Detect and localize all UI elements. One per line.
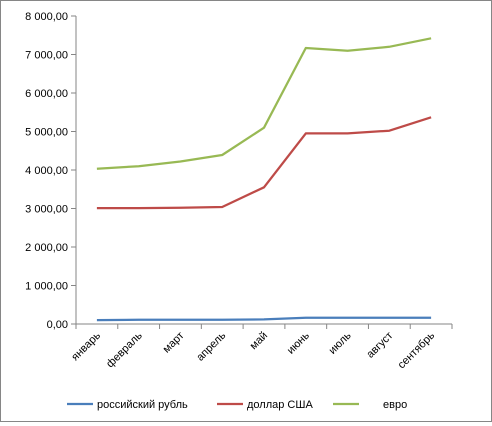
y-tick-label: 0,00	[47, 319, 68, 331]
x-tick-label: март	[161, 330, 187, 356]
y-tick-label: 8 000,00	[25, 11, 68, 23]
series-line-0	[96, 316, 432, 322]
x-tick-label: сентябрь	[396, 329, 438, 371]
x-tick-label: февраль	[104, 329, 145, 370]
y-axis: 0,00 1 000,00 2 000,00 3 000,00 4 000,00 5 00…	[25, 11, 77, 331]
y-tick-label: 2 000,00	[25, 242, 68, 254]
legend-label: евро	[383, 399, 407, 411]
y-tick-label: 7 000,00	[25, 50, 68, 62]
x-tick-label: январь	[69, 329, 103, 363]
x-tick-label: май	[248, 330, 271, 353]
series-line-1	[96, 116, 432, 210]
x-tick-label: июль	[327, 329, 354, 356]
legend-label: доллар США	[247, 399, 313, 411]
x-tick-label: август	[364, 330, 395, 361]
legend: российский рубль доллар США евро	[67, 399, 407, 411]
y-tick-label: 6 000,00	[25, 88, 68, 100]
y-tick-label: 5 000,00	[25, 127, 68, 139]
x-tick-label: июнь	[285, 329, 312, 356]
legend-label: российский рубль	[97, 399, 188, 411]
series-layer	[96, 37, 432, 322]
x-tick-label: апрель	[194, 329, 228, 363]
x-axis: январь февраль март апрель май июнь июль август…	[69, 323, 453, 371]
y-tick-label: 4 000,00	[25, 165, 68, 177]
y-tick-label: 3 000,00	[25, 204, 68, 216]
series-line-2	[96, 37, 432, 170]
y-tick-label: 1 000,00	[25, 281, 68, 293]
